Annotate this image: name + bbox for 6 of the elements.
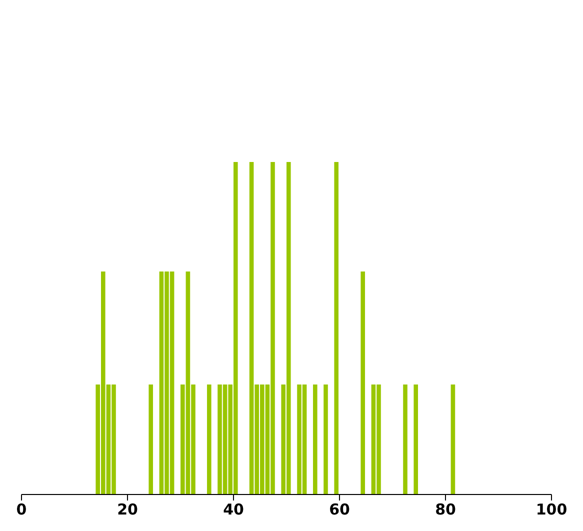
x-tick-label: 20 [117, 500, 138, 518]
x-tick-label: 100 [536, 500, 568, 518]
x-tick-label: 40 [223, 500, 244, 518]
x-tick-label: 80 [435, 500, 456, 518]
x-tick-label: 60 [329, 500, 350, 518]
x-tick-label: 0 [16, 500, 27, 518]
